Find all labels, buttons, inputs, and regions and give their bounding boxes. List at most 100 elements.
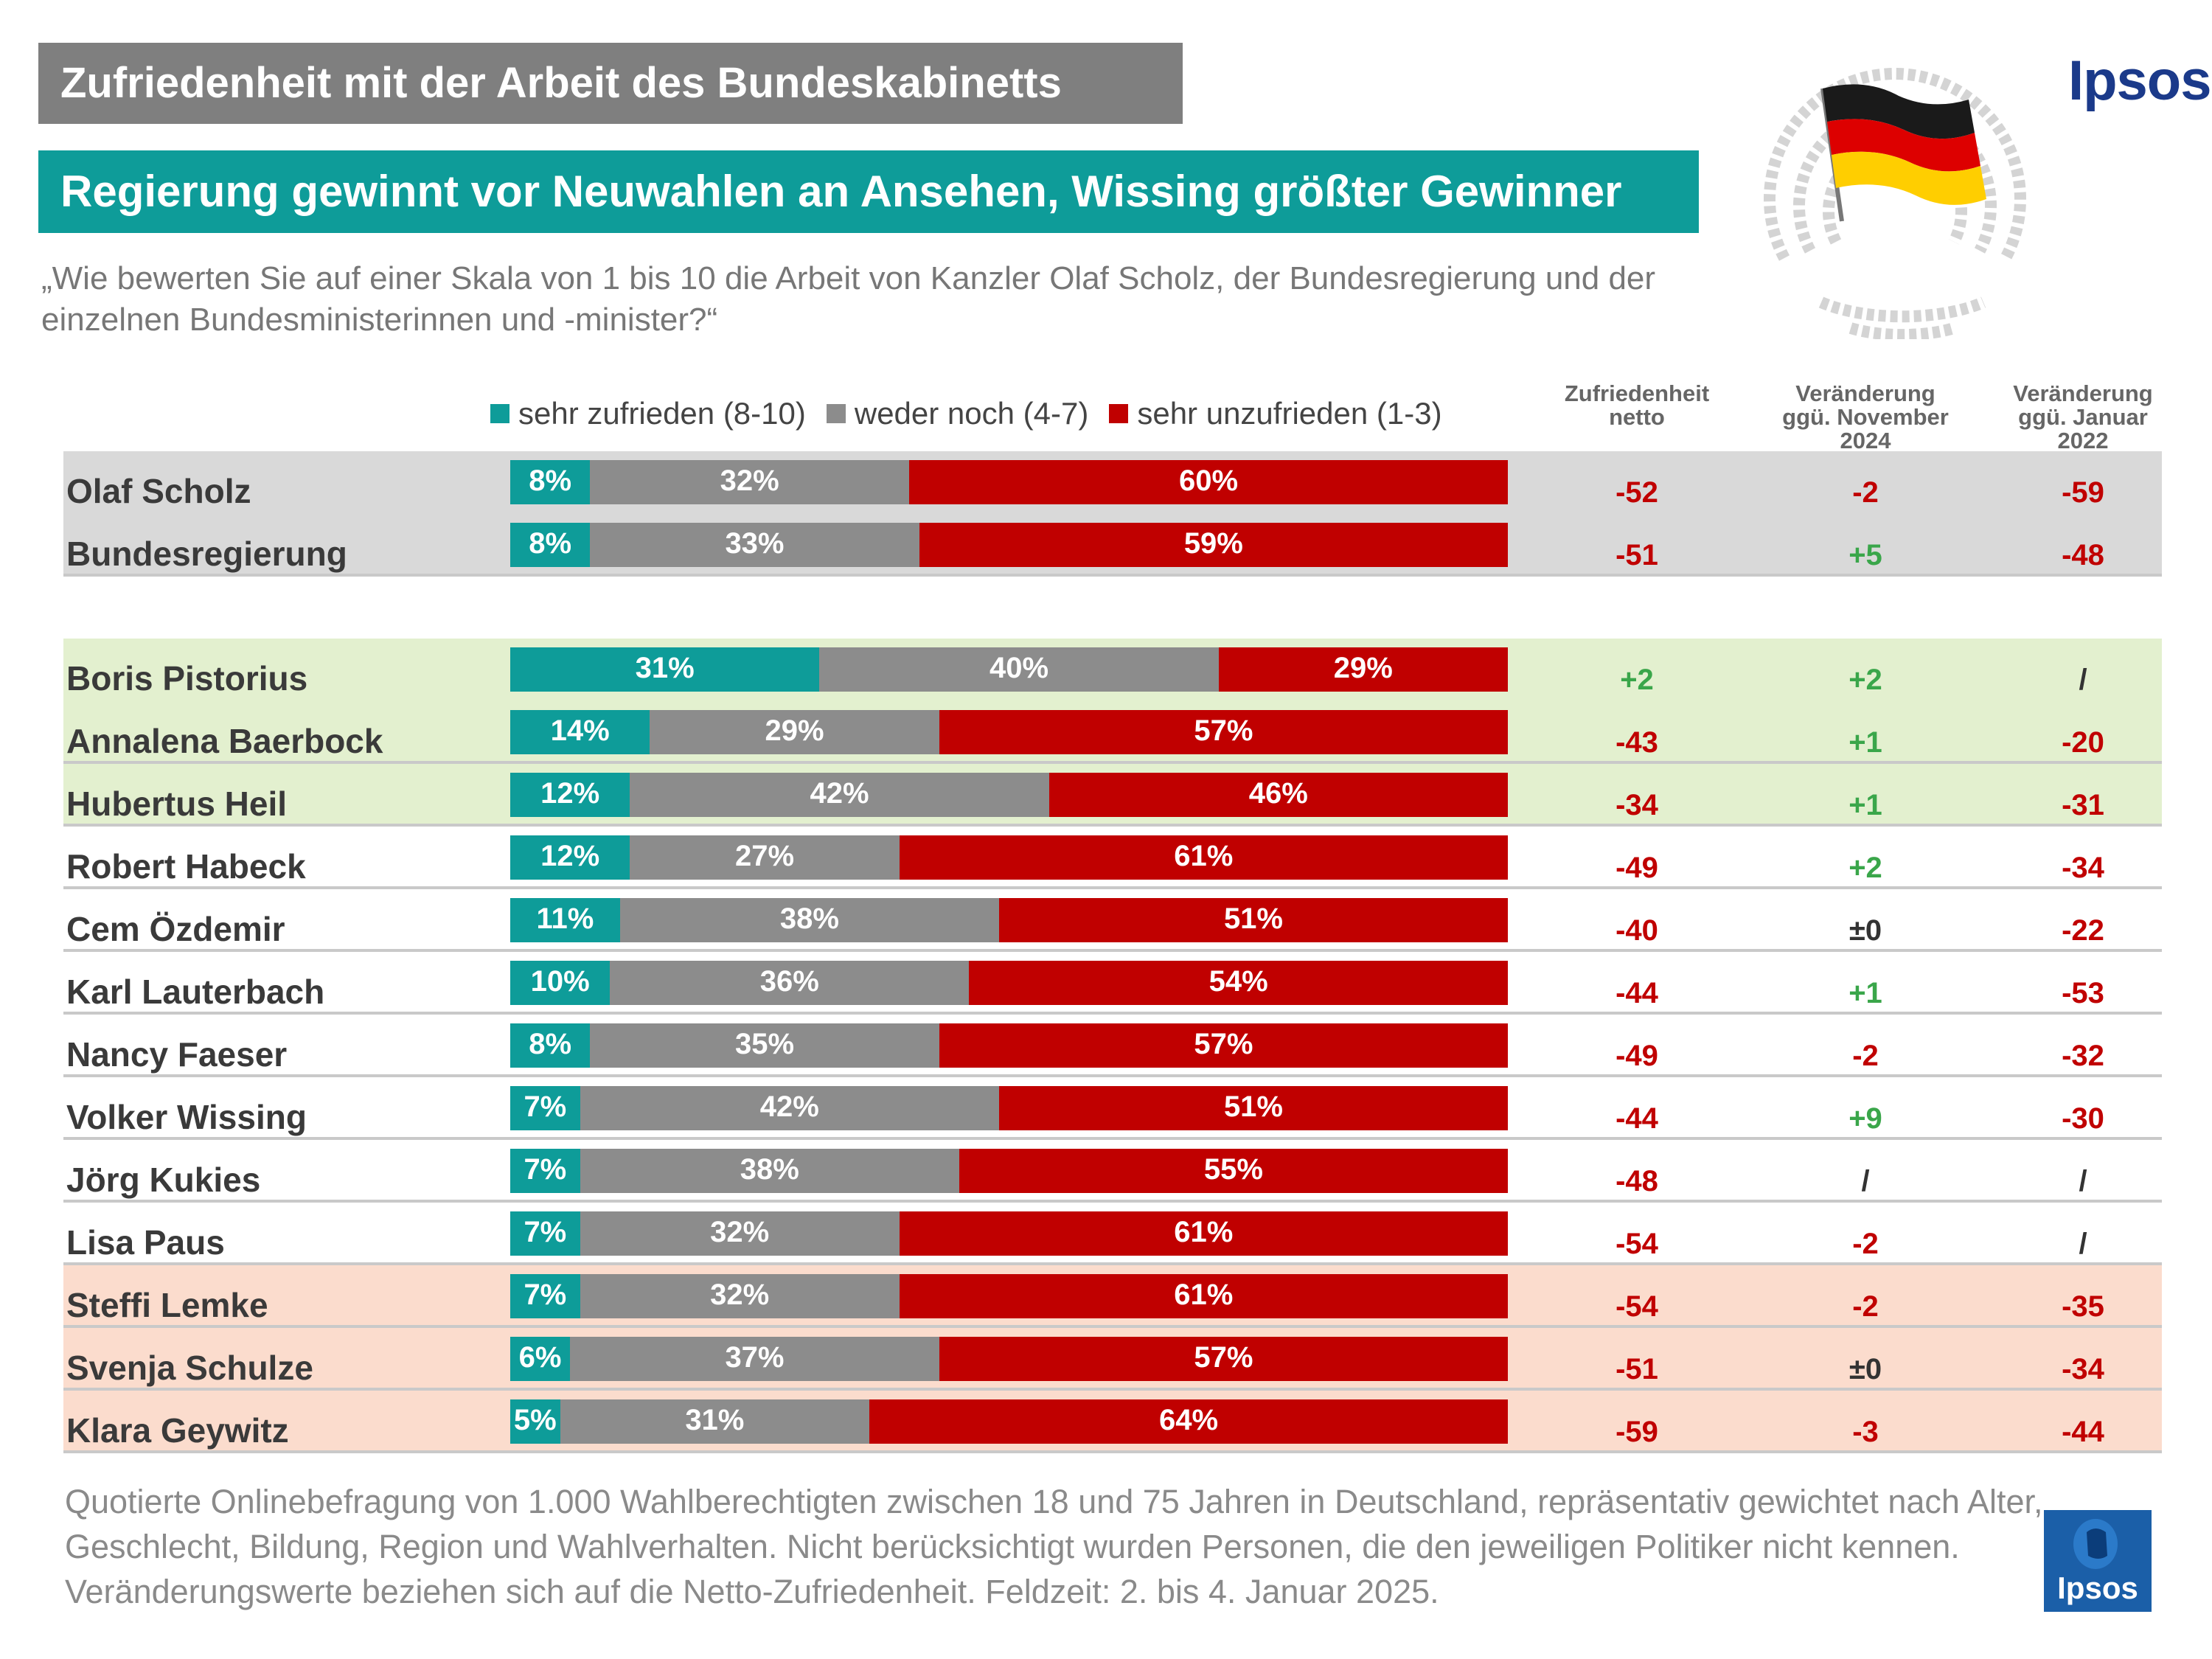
value-netto: -51 bbox=[1615, 539, 1658, 571]
row-divider bbox=[63, 1388, 2162, 1391]
value-netto: +2 bbox=[1620, 664, 1654, 696]
value-netto: -51 bbox=[1615, 1353, 1658, 1385]
ipsos-logo-text: Ipsos bbox=[2068, 49, 2211, 112]
bar-segment-positive: 8% bbox=[510, 523, 591, 567]
bar-segment-negative: 59% bbox=[919, 523, 1508, 567]
chart-title: Zufriedenheit mit der Arbeit des Bundesk… bbox=[38, 43, 1183, 124]
value-netto: -48 bbox=[1615, 1165, 1658, 1197]
table-row: Svenja Schulze 6% 37% 57% -51 ±0 -34 bbox=[63, 1328, 2162, 1391]
bar-segment-positive: 31% bbox=[510, 647, 820, 692]
row-divider bbox=[63, 1262, 2162, 1265]
bar-segment-neutral: 38% bbox=[580, 1149, 959, 1193]
bar-segment-negative: 55% bbox=[959, 1149, 1508, 1193]
row-divider bbox=[63, 886, 2162, 889]
value-netto: -54 bbox=[1615, 1228, 1658, 1260]
row-divider bbox=[63, 824, 2162, 827]
bar-segment-positive: 8% bbox=[510, 1023, 591, 1068]
chart-rows: Olaf Scholz 8% 32% 60% -52 -2 -59 Bundesregieru… bbox=[63, 451, 2162, 1454]
chart-legend: sehr zufrieden (8-10) weder noch (4-7) seh… bbox=[490, 395, 1463, 437]
category-label: Boris Pistorius bbox=[66, 659, 308, 698]
bar-segment-neutral: 36% bbox=[610, 961, 970, 1005]
stacked-bar: 5% 31% 64% bbox=[510, 1399, 1508, 1444]
stacked-bar: 7% 32% 61% bbox=[510, 1211, 1508, 1256]
value-netto: -44 bbox=[1615, 1102, 1658, 1135]
category-label: Hubertus Heil bbox=[66, 785, 288, 823]
bar-segment-negative: 57% bbox=[939, 1337, 1508, 1381]
stacked-bar: 7% 38% 55% bbox=[510, 1149, 1508, 1193]
value-change-jan-2022: -31 bbox=[2062, 789, 2104, 821]
parliament-flag-icon bbox=[1764, 68, 2026, 339]
bar-segment-negative: 64% bbox=[869, 1399, 1508, 1444]
legend-swatch bbox=[1109, 404, 1129, 423]
value-change-nov-2024: ±0 bbox=[1848, 1353, 1882, 1385]
value-change-jan-2022: -20 bbox=[2062, 726, 2104, 759]
bar-segment-neutral: 33% bbox=[590, 523, 919, 567]
stacked-bar: 12% 27% 61% bbox=[510, 835, 1508, 880]
category-label: Karl Lauterbach bbox=[66, 973, 325, 1011]
bar-segment-positive: 5% bbox=[510, 1399, 560, 1444]
value-change-jan-2022: -59 bbox=[2062, 476, 2104, 509]
bar-segment-negative: 61% bbox=[899, 835, 1508, 880]
bar-segment-neutral: 32% bbox=[580, 1274, 900, 1318]
stacked-bar: 11% 38% 51% bbox=[510, 898, 1508, 942]
table-row: Volker Wissing 7% 42% 51% -44 +9 -30 bbox=[63, 1077, 2162, 1140]
value-netto: -34 bbox=[1615, 789, 1658, 821]
value-change-jan-2022: -44 bbox=[2062, 1416, 2104, 1448]
value-change-nov-2024: -2 bbox=[1852, 1040, 1879, 1072]
row-divider bbox=[63, 761, 2162, 764]
category-label: Nancy Faeser bbox=[66, 1035, 288, 1074]
table-row: Annalena Baerbock 14% 29% 57% -43 +1 -20 bbox=[63, 701, 2162, 764]
value-change-jan-2022: -35 bbox=[2062, 1290, 2104, 1323]
bar-segment-neutral: 35% bbox=[590, 1023, 939, 1068]
stacked-bar: 14% 29% 57% bbox=[510, 710, 1508, 754]
value-change-nov-2024: ±0 bbox=[1848, 914, 1882, 947]
category-label: Bundesregierung bbox=[66, 535, 347, 573]
bar-segment-neutral: 32% bbox=[590, 460, 910, 504]
row-divider bbox=[63, 1450, 2162, 1453]
stacked-bar: 12% 42% 46% bbox=[510, 773, 1508, 817]
value-netto: -59 bbox=[1615, 1416, 1658, 1448]
table-row: Cem Özdemir 11% 38% 51% -40 ±0 -22 bbox=[63, 889, 2162, 952]
row-divider bbox=[63, 574, 2162, 577]
value-change-nov-2024: +1 bbox=[1848, 726, 1882, 759]
chart-subtitle: Regierung gewinnt vor Neuwahlen an Anseh… bbox=[38, 150, 1699, 233]
value-netto: -40 bbox=[1615, 914, 1658, 947]
bar-segment-positive: 8% bbox=[510, 460, 591, 504]
value-change-nov-2024: -3 bbox=[1852, 1416, 1879, 1448]
table-row: Hubertus Heil 12% 42% 46% -34 +1 -31 bbox=[63, 764, 2162, 827]
row-divider bbox=[63, 1325, 2162, 1328]
bar-segment-neutral: 42% bbox=[630, 773, 1049, 817]
value-change-jan-2022: / bbox=[2079, 664, 2087, 696]
stacked-bar: 8% 32% 60% bbox=[510, 460, 1508, 504]
bar-segment-positive: 11% bbox=[510, 898, 620, 942]
table-row: Karl Lauterbach 10% 36% 54% -44 +1 -53 bbox=[63, 952, 2162, 1015]
legend-label: weder noch (4-7) bbox=[854, 396, 1089, 431]
legend-swatch bbox=[826, 404, 846, 423]
value-change-nov-2024: +5 bbox=[1848, 539, 1882, 571]
value-change-nov-2024: -2 bbox=[1852, 476, 1879, 509]
stacked-bar: 8% 35% 57% bbox=[510, 1023, 1508, 1068]
bar-segment-negative: 51% bbox=[998, 1086, 1508, 1130]
category-label: Klara Geywitz bbox=[66, 1411, 289, 1450]
survey-question: „Wie bewerten Sie auf einer Skala von 1 … bbox=[41, 260, 1656, 338]
category-label: Svenja Schulze bbox=[66, 1349, 313, 1387]
table-row: Bundesregierung 8% 33% 59% -51 +5 -48 bbox=[63, 514, 2162, 577]
value-change-nov-2024: +9 bbox=[1848, 1102, 1882, 1135]
ipsos-badge-label: Ipsos bbox=[2057, 1571, 2138, 1605]
bar-segment-positive: 12% bbox=[510, 835, 630, 880]
row-divider bbox=[63, 1137, 2162, 1140]
category-label: Jörg Kukies bbox=[66, 1161, 261, 1199]
stacked-bar: 7% 32% 61% bbox=[510, 1274, 1508, 1318]
value-change-nov-2024: -2 bbox=[1852, 1290, 1879, 1323]
bar-segment-positive: 7% bbox=[510, 1211, 580, 1256]
value-change-nov-2024: +1 bbox=[1848, 977, 1882, 1009]
bar-segment-positive: 7% bbox=[510, 1274, 580, 1318]
table-row: Jörg Kukies 7% 38% 55% -48 / / bbox=[63, 1140, 2162, 1203]
bar-segment-neutral: 29% bbox=[650, 710, 939, 754]
table-row: Lisa Paus 7% 32% 61% -54 -2 / bbox=[63, 1203, 2162, 1265]
legend-item: sehr zufrieden (8-10) bbox=[490, 396, 806, 431]
category-label: Annalena Baerbock bbox=[66, 722, 383, 760]
bar-segment-neutral: 40% bbox=[819, 647, 1219, 692]
ipsos-logo-badge: Ipsos bbox=[2044, 1510, 2152, 1612]
value-netto: -49 bbox=[1615, 852, 1658, 884]
